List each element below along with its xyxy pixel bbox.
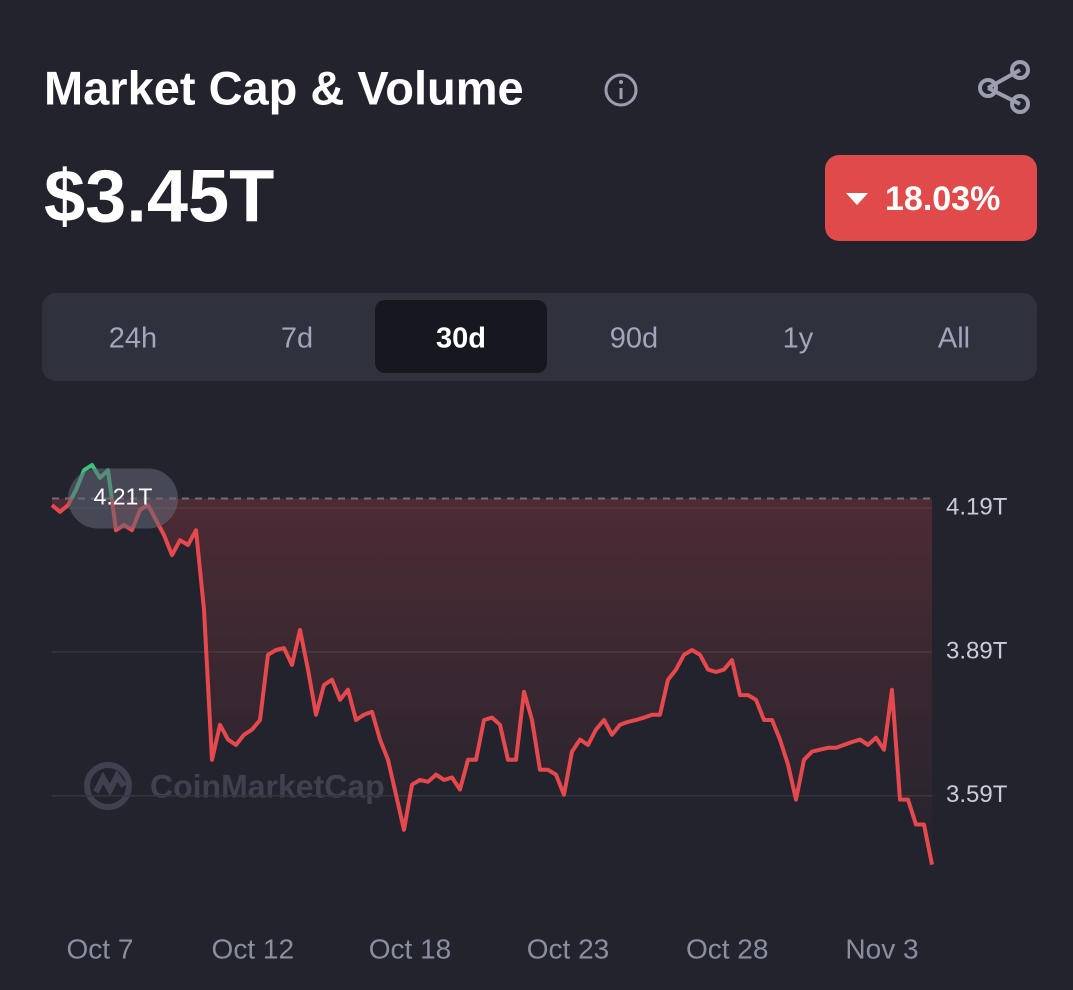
change-percent: 18.03% bbox=[885, 180, 1000, 218]
watermark-logo bbox=[84, 762, 132, 810]
tab[interactable]: All bbox=[938, 323, 970, 355]
area bbox=[52, 498, 932, 865]
x-tick-label: Nov 3 bbox=[845, 933, 918, 964]
x-tick-label: Oct 28 bbox=[686, 933, 768, 964]
market-cap-value: $3.45T bbox=[44, 155, 274, 238]
y-tick-label: 3.59T bbox=[946, 781, 1008, 808]
price-line bbox=[50, 463, 934, 866]
y-tick-label: 3.89T bbox=[946, 637, 1008, 664]
title: Market Cap & Volume bbox=[44, 61, 524, 114]
tab[interactable]: 24h bbox=[109, 323, 157, 355]
active-tab bbox=[375, 300, 547, 373]
info-icon[interactable] bbox=[604, 73, 638, 107]
x-tick-label: Oct 18 bbox=[369, 933, 451, 964]
share-icon[interactable] bbox=[978, 60, 1030, 114]
x-tick-label: Oct 7 bbox=[67, 933, 134, 964]
tab[interactable]: 90d bbox=[610, 323, 658, 355]
change-badge bbox=[825, 155, 1037, 241]
tab[interactable]: 7d bbox=[281, 323, 313, 355]
x-tick-label: Oct 23 bbox=[527, 933, 609, 964]
down-arrow bbox=[846, 193, 868, 205]
tab[interactable]: 1y bbox=[783, 323, 814, 355]
baseline-label: 4.21T bbox=[94, 484, 153, 510]
tab[interactable]: 30d bbox=[436, 323, 486, 355]
baseline-pill bbox=[68, 468, 178, 529]
watermark: CoinMarketCap bbox=[150, 768, 385, 804]
x-tick-label: Oct 12 bbox=[212, 933, 294, 964]
y-tick-label: 4.19T bbox=[946, 493, 1008, 520]
